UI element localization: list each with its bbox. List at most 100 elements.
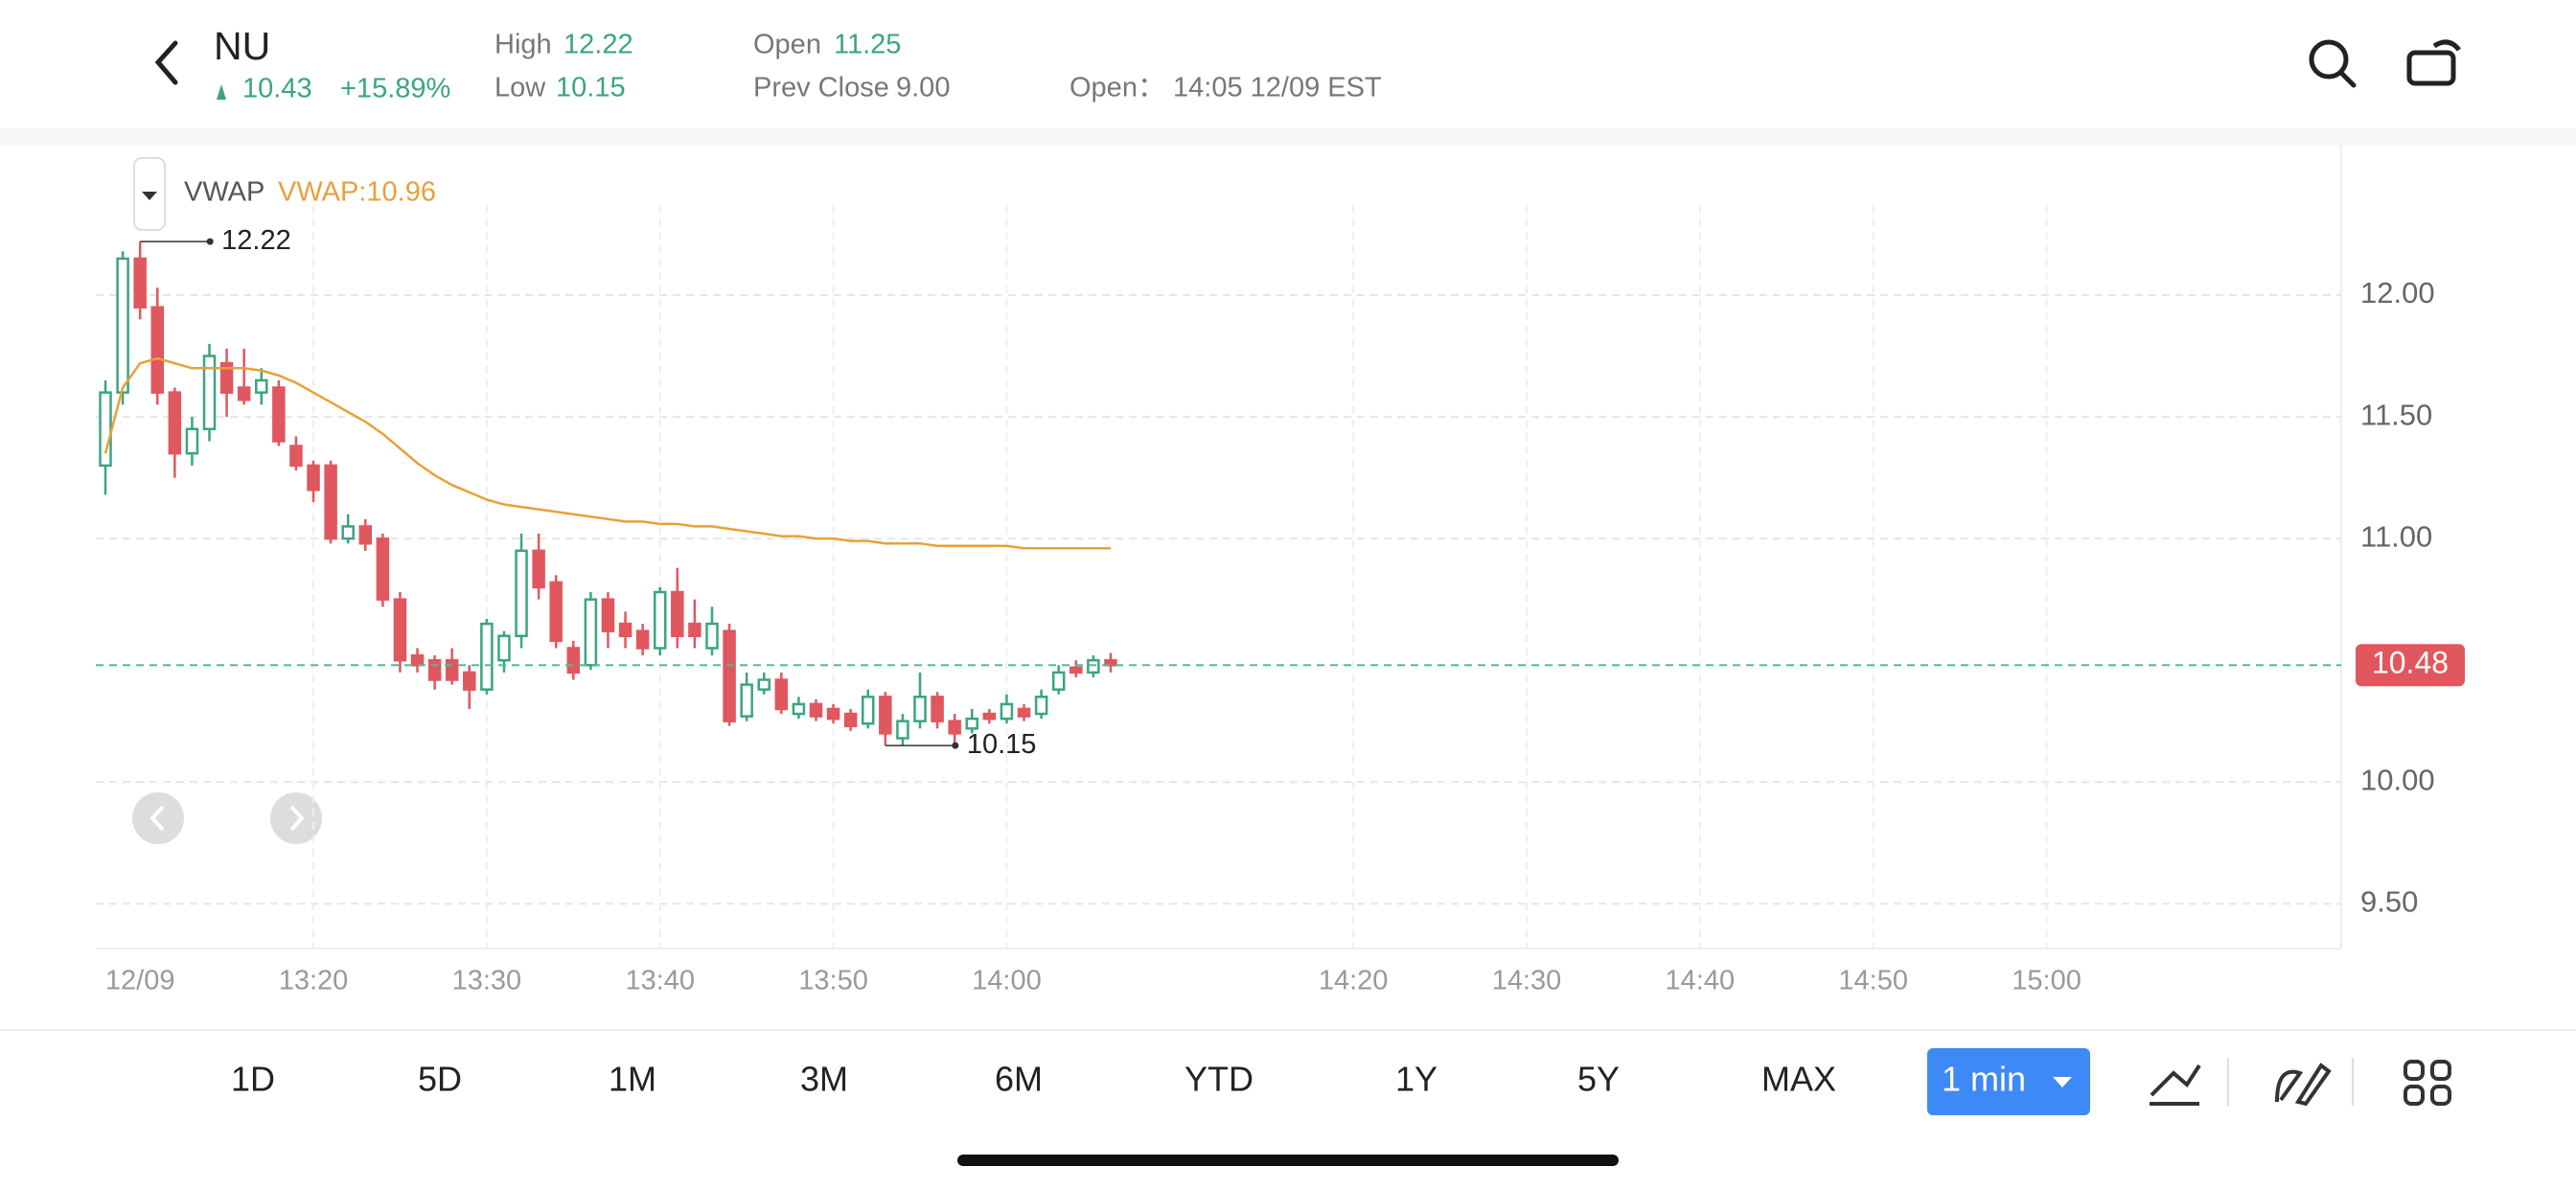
candle-body [202, 355, 217, 431]
range-button[interactable]: 5Y [1577, 1060, 1620, 1099]
range-button[interactable]: 3M [800, 1060, 848, 1099]
x-tick-label: 14:00 [972, 966, 1042, 996]
candle-body [272, 386, 286, 443]
vwap-line [104, 356, 1111, 550]
candle-body [896, 720, 909, 740]
interval-arrow [2053, 1077, 2072, 1087]
prev-close: 9.00 [896, 73, 950, 103]
candle-body [566, 647, 581, 675]
candle-body [376, 537, 390, 601]
price: 10.43 [242, 74, 312, 104]
draw-button[interactable] [2275, 1063, 2332, 1107]
candle-body [480, 622, 494, 691]
candle-body [982, 712, 997, 721]
interval: 1 min [1942, 1060, 2026, 1099]
candle-body [150, 306, 165, 394]
x-tick-label: 14:30 [1492, 966, 1562, 996]
low-annotation-label: 10.15 [967, 729, 1037, 760]
candle-body [445, 658, 459, 681]
candle-body [826, 707, 840, 721]
indicator-name: VWAP [184, 177, 264, 208]
low: 10.15 [556, 73, 626, 103]
home-indicator [957, 1155, 1619, 1166]
x-tick-label: 14:20 [1319, 966, 1389, 996]
candle-body [427, 658, 442, 681]
more-button[interactable] [2404, 1060, 2451, 1106]
candle-body [601, 598, 615, 632]
search-button[interactable] [2309, 39, 2357, 88]
candle-body [740, 683, 753, 718]
candle-body [341, 525, 355, 540]
candle-body [1070, 666, 1083, 675]
candle-body [1104, 658, 1117, 667]
open-time-label: Open： [1070, 73, 1165, 103]
open-time: 14:05 12/09 EST [1173, 73, 1382, 103]
candle-body [324, 464, 337, 540]
last-price-label: 10.48 [2372, 646, 2449, 680]
candle-body [879, 696, 892, 735]
candle-body [393, 598, 407, 662]
open-label: Open [753, 30, 821, 60]
y-tick-label: 10.00 [2360, 763, 2435, 796]
candle-body [948, 720, 961, 735]
scroll-right-icon [289, 805, 305, 832]
candle-body [255, 378, 268, 394]
candle-body [410, 653, 425, 667]
y-tick-label: 12.00 [2360, 276, 2435, 309]
range-button[interactable]: 1M [609, 1060, 656, 1099]
candle-body [757, 678, 770, 691]
scroll-left-icon [150, 805, 165, 832]
candle-body [792, 702, 806, 716]
range-button[interactable]: 6M [995, 1060, 1043, 1099]
x-tick-label: 13:30 [452, 966, 522, 996]
candle-body [307, 464, 320, 492]
grid [96, 205, 2341, 948]
dropdown-arrow [142, 192, 157, 200]
candle-body [843, 712, 858, 728]
candle-body [358, 525, 373, 545]
candle-body [931, 696, 944, 722]
candle-body [965, 717, 979, 730]
indicator-button[interactable] [2150, 1064, 2201, 1106]
range-button[interactable]: 1D [231, 1060, 275, 1099]
range-button[interactable]: MAX [1761, 1060, 1836, 1099]
candle-body [1000, 702, 1014, 721]
change: +15.89% [340, 74, 450, 104]
range-button[interactable]: 5D [418, 1060, 462, 1099]
interval-button[interactable] [1927, 1048, 2090, 1115]
high: 12.22 [564, 30, 633, 60]
prev-close-label: Prev Close [753, 73, 889, 103]
indicator-value: VWAP:10.96 [278, 177, 436, 208]
candle-body [653, 590, 667, 650]
candle-body [913, 696, 927, 722]
x-tick-label: 13:40 [625, 966, 695, 996]
y-tick-label: 9.50 [2360, 884, 2418, 918]
candle-body [133, 257, 147, 309]
candle-body [774, 678, 789, 711]
x-tick-label: 14:50 [1838, 966, 1908, 996]
candle-body [1087, 658, 1100, 675]
candle-body [584, 598, 598, 667]
candle-body [168, 391, 182, 455]
symbol: NU [214, 24, 270, 68]
y-tick-label: 11.00 [2360, 519, 2432, 553]
candle-body [671, 590, 684, 638]
candle-body [1051, 671, 1066, 691]
back-button[interactable] [154, 40, 178, 85]
candle-body [618, 622, 632, 638]
scroll-right[interactable] [270, 792, 322, 844]
candle-body [688, 622, 702, 638]
candle-body [116, 257, 129, 394]
range-button[interactable]: YTD [1184, 1060, 1254, 1099]
candle-body [862, 696, 875, 725]
scroll-left[interactable] [132, 792, 184, 844]
x-tick-label: 13:20 [279, 966, 349, 996]
rotate-button[interactable] [2406, 39, 2461, 86]
low-annotation-dot [952, 742, 959, 749]
candle-body [463, 671, 476, 691]
candle-body [549, 581, 563, 643]
range-button[interactable]: 1Y [1395, 1060, 1438, 1099]
candle-body [532, 549, 545, 589]
